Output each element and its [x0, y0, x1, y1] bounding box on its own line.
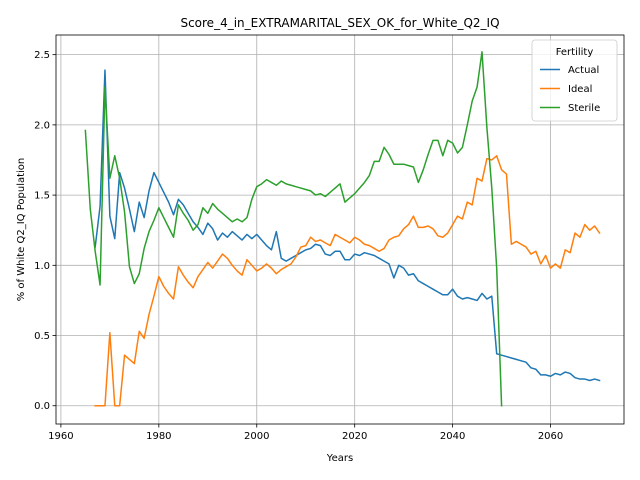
- x-tick-label: 2060: [538, 431, 563, 442]
- grid: [56, 35, 624, 424]
- x-axis-title: Years: [326, 453, 353, 464]
- y-tick-label: 1.5: [34, 191, 50, 202]
- series-line-sterile: [84, 51, 503, 407]
- legend-title: Fertility: [556, 47, 594, 58]
- y-tick-label: 1.0: [34, 261, 50, 272]
- plot-frame: [55, 34, 625, 425]
- legend: Fertility Actual Ideal Sterile: [531, 39, 618, 122]
- legend-label-sterile: Sterile: [568, 103, 600, 114]
- x-tick-label: 1960: [48, 431, 73, 442]
- series-line-ideal: [94, 155, 601, 407]
- y-tick-label: 0.0: [34, 401, 50, 412]
- legend-label-actual: Actual: [568, 65, 599, 76]
- axis-ticks: 1960 1980 2000 2020 2040 2060 0.0 0.5 1.0 1.5 2.0 2…: [34, 50, 563, 442]
- chart-title: Score_4_in_EXTRAMARITAL_SEX_OK_for_White…: [180, 16, 499, 30]
- series-line-actual: [94, 69, 601, 382]
- legend-box: [531, 39, 618, 122]
- y-tick-label: 2.5: [34, 50, 50, 61]
- legend-label-ideal: Ideal: [568, 84, 592, 95]
- x-tick-label: 2020: [342, 431, 367, 442]
- series-lines: [84, 51, 601, 407]
- x-tick-label: 2000: [244, 431, 269, 442]
- x-tick-label: 1980: [146, 431, 171, 442]
- y-tick-label: 2.0: [34, 120, 50, 131]
- y-axis-title: % of White Q2_IQ Population: [16, 158, 27, 302]
- x-tick-label: 2040: [440, 431, 465, 442]
- y-tick-label: 0.5: [34, 331, 50, 342]
